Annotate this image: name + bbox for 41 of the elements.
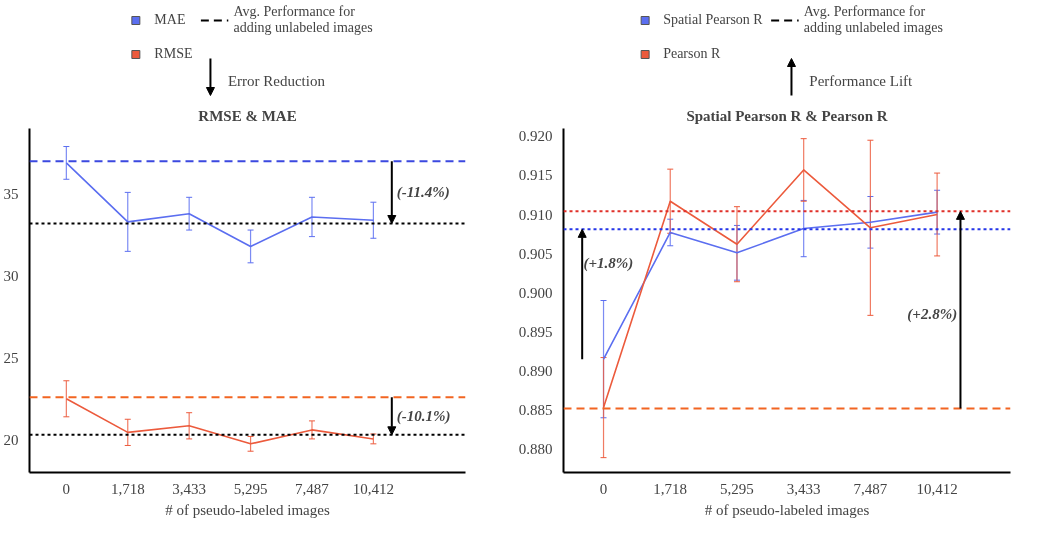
annotation: (+2.8%): [907, 306, 958, 324]
chart-title: RMSE & MAE: [198, 107, 297, 124]
y-tick-label: 0.895: [518, 323, 553, 340]
x-tick-label: 10,412: [352, 480, 395, 497]
legend-label: RMSE: [154, 45, 193, 63]
annotation: (+1.8%): [583, 254, 634, 272]
legend-label: MAE: [154, 11, 186, 29]
x-tick-label: 5,295: [720, 480, 754, 497]
y-tick-label: 0.920: [518, 128, 553, 145]
x-axis-title: # of pseudo-labeled images: [165, 501, 330, 518]
y-tick-label: 20: [3, 431, 19, 448]
x-tick-label: 0: [62, 480, 71, 497]
chart-title: Spatial Pearson R & Pearson R: [686, 107, 888, 124]
text: Avg. Performance for adding unlabeled images: [233, 4, 373, 36]
legend-label: Pearson R: [663, 45, 721, 63]
text: Avg. Performance for adding unlabeled images: [803, 4, 943, 36]
x-tick-label: 5,295: [233, 480, 268, 497]
x-tick-label: 1,718: [653, 480, 688, 497]
legend-label: Spatial Pearson R: [663, 11, 763, 29]
x-tick-label: 3,433: [786, 480, 821, 497]
y-tick-label: 30: [3, 267, 19, 284]
y-tick-label: 0.910: [518, 206, 553, 223]
annotation: (-11.4%): [396, 184, 450, 202]
x-tick-label: 7,487: [853, 480, 888, 497]
text: Performance Lift: [809, 72, 914, 89]
y-tick-label: 0.900: [518, 284, 553, 301]
y-tick-label: 0.905: [518, 245, 553, 262]
x-tick-label: 10,412: [916, 480, 958, 497]
x-tick-label: 1,718: [110, 480, 145, 497]
y-tick-label: 0.885: [518, 401, 553, 418]
x-tick-label: 7,487: [295, 480, 330, 497]
y-tick-label: 0.915: [518, 167, 553, 184]
y-tick-label: 35: [3, 186, 19, 203]
text: Error Reduction: [227, 72, 326, 89]
y-tick-label: 0.890: [518, 362, 553, 379]
x-tick-label: 3,433: [172, 480, 207, 497]
x-axis-title: # of pseudo-labeled images: [704, 501, 870, 518]
x-tick-label: 0: [599, 480, 608, 497]
y-tick-label: 0.880: [518, 441, 553, 458]
annotation: (-10.1%): [396, 407, 451, 425]
y-tick-label: 25: [3, 349, 19, 366]
